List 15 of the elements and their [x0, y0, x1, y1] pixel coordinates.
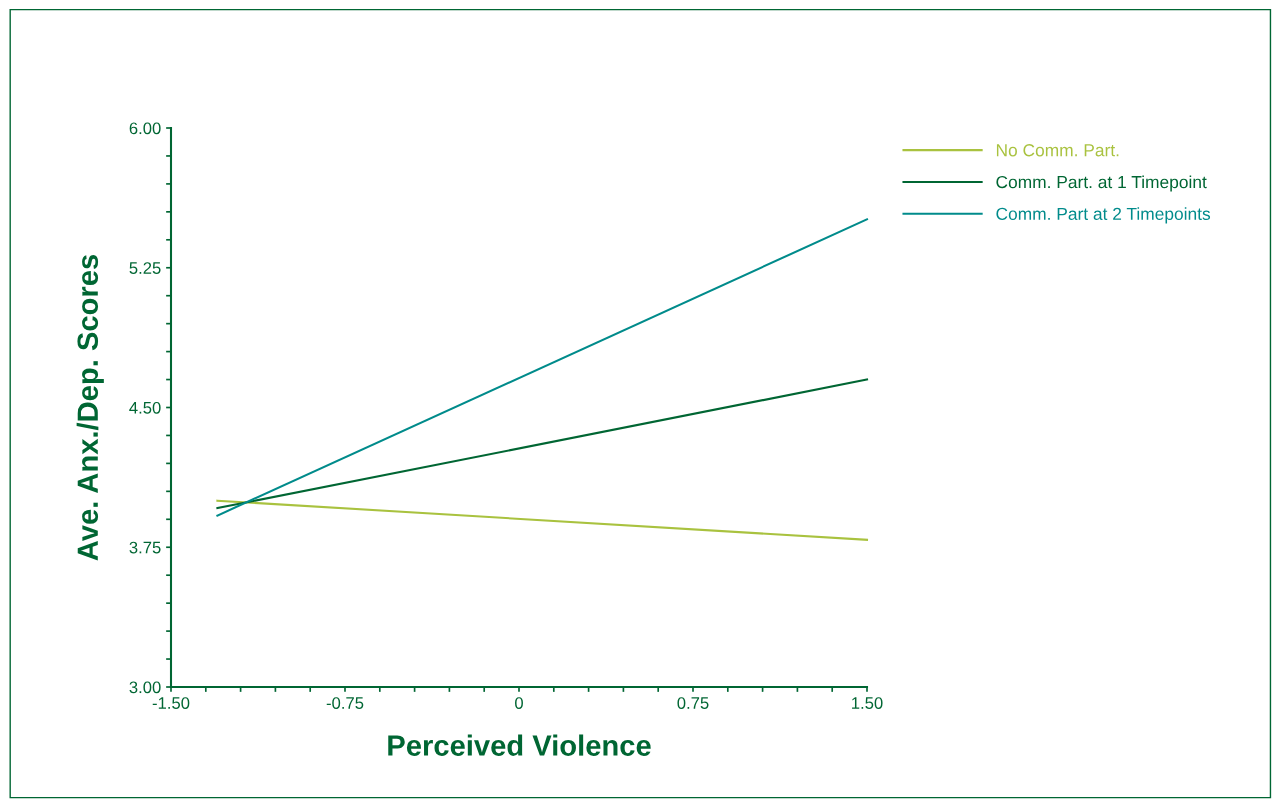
- y-tick-label: 3.75: [129, 541, 161, 554]
- x-axis-title: Perceived Violence: [388, 734, 651, 756]
- y-tick-label: 6.00: [129, 122, 161, 135]
- y-tick-label: 4.50: [129, 401, 161, 414]
- y-axis-title: Ave. Anx./Dep. Scores: [76, 254, 104, 561]
- legend-label: Comm. Part. at 1 Timepoint: [996, 175, 1207, 192]
- y-tick-label: 5.25: [129, 262, 161, 274]
- legend-label: Comm. Part at 2 Timepoints: [996, 207, 1211, 224]
- x-tick-label: 0.75: [677, 697, 709, 709]
- x-tick-label: -1.50: [152, 697, 190, 709]
- x-tick-label: 0: [515, 697, 523, 709]
- x-tick-label: -0.75: [326, 697, 364, 709]
- legend-label: No Comm. Part.: [996, 144, 1119, 157]
- y-tick-label: 3.00: [129, 681, 161, 694]
- x-tick-label: 1.50: [852, 697, 883, 709]
